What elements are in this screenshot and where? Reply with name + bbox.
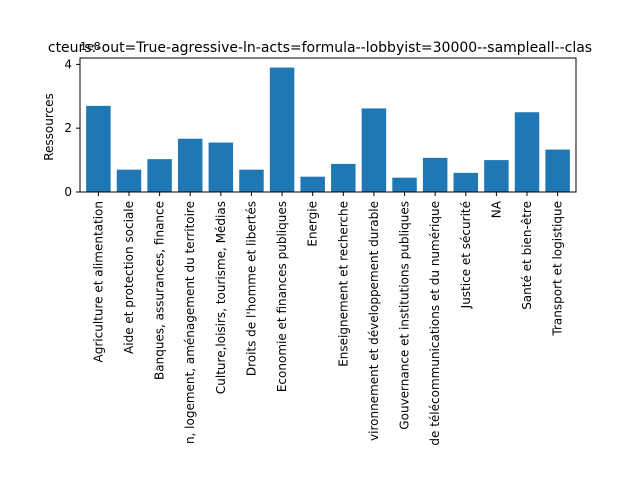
x-tick-label: Gouvernance et institutions publiques [398, 201, 412, 430]
x-tick-label: NA [489, 200, 503, 218]
x-tick-label: Enseignement et recherche [336, 201, 350, 367]
y-tick-label: 4 [64, 57, 72, 71]
bar [545, 149, 570, 192]
y-tick-label: 0 [64, 185, 72, 199]
x-tick-label: Agriculture et alimentation [91, 201, 105, 362]
y-offset-text: 1e8 [80, 40, 101, 53]
bar [147, 159, 172, 192]
chart-title: cteurs:-out=True-agressive-ln-acts=formu… [48, 40, 592, 56]
x-tick-label: Energie [306, 201, 320, 247]
x-tick-label: Economie et finances publiques [275, 201, 289, 392]
bar [392, 177, 417, 192]
x-tick-label: Aide et protection sociale [122, 201, 136, 354]
bar [239, 169, 264, 192]
bar [453, 172, 479, 192]
bar [484, 160, 509, 192]
bar [514, 112, 540, 192]
x-tick-label: Culture,loisirs, tourisme, Médias [214, 201, 228, 394]
x-tick-label: Transport et logistique [551, 201, 565, 337]
x-tick-label: Justice et sécurité [459, 201, 473, 309]
bar [269, 67, 295, 192]
y-ticks-group: 0 2 4 [64, 57, 80, 199]
x-tick-label: Banques, assurances, finance [153, 201, 167, 380]
bar [208, 142, 234, 192]
x-tick-label: n, logement, aménagement du territoire [183, 201, 197, 444]
bar [331, 163, 356, 192]
y-tick-label: 2 [64, 121, 72, 135]
x-tick-label: vironnement et développement durable [367, 201, 381, 441]
x-ticks-group: Agriculture et alimentation Aide et prote… [91, 192, 565, 446]
bar [86, 105, 111, 192]
y-axis-label: Ressources [42, 93, 56, 161]
bar [177, 138, 203, 192]
x-tick-label: de télécommunications et du numérique [428, 201, 442, 446]
bar [361, 108, 387, 192]
plot-frame [79, 57, 577, 193]
x-tick-label: Droits de l'homme et libertés [244, 201, 258, 376]
bars-group [86, 67, 570, 192]
bar [422, 157, 448, 192]
bar [300, 176, 325, 192]
x-tick-label: Santé et bien-être [520, 201, 534, 310]
bar [116, 169, 142, 192]
